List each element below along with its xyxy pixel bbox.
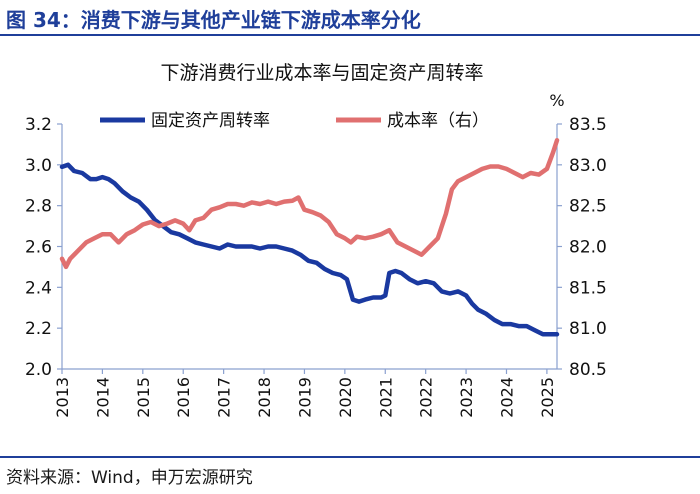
left-axis-tick-label: 2.6	[25, 238, 52, 258]
axes: 2.0 2.2 2.4 2.6 2.8 3.0 3.2 80.5 81.0 81.5 82.0 82.…	[25, 115, 607, 418]
legend: 固定资产周转率 成本率（右）	[100, 111, 489, 131]
left-axis-tick-label: 3.2	[25, 115, 52, 135]
right-axis-tick-label: 83.0	[569, 156, 607, 176]
x-axis-tick-label: 2023	[457, 377, 476, 418]
legend-label-turnover: 固定资产周转率	[151, 111, 270, 131]
chart-title: 下游消费行业成本率与固定资产周转率	[160, 62, 483, 84]
x-axis-tick-label: 2025	[538, 377, 557, 418]
x-axis-tick-label: 2021	[376, 377, 395, 418]
series-line-cost-rate	[59, 138, 560, 270]
left-axis-tick-label: 2.0	[25, 360, 52, 380]
x-axis-tick-label: 2020	[336, 377, 355, 418]
x-axis-tick-label: 2024	[497, 377, 516, 418]
x-axis-tick-label: 2019	[295, 377, 314, 418]
title-divider	[0, 34, 700, 36]
x-axis-tick-label: 2015	[134, 377, 153, 418]
right-axis-tick-label: 83.5	[569, 115, 607, 135]
source-note: 资料来源：Wind，申万宏源研究	[6, 468, 253, 488]
right-axis-tick-label: 82.5	[569, 197, 607, 217]
x-axis-tick-label: 2013	[53, 377, 72, 418]
right-axis-tick-label: 81.0	[569, 319, 607, 339]
left-axis-tick-label: 3.0	[25, 156, 52, 176]
x-axis-tick-label: 2014	[93, 377, 112, 418]
legend-label-cost-rate: 成本率（右）	[387, 111, 489, 131]
series-line-turnover	[59, 162, 560, 337]
x-axis-tick-label: 2017	[215, 377, 234, 418]
right-axis-tick-label: 81.5	[569, 278, 607, 298]
right-axis-tick-label: 82.0	[569, 238, 607, 258]
x-axis-tick-label: 2022	[417, 377, 436, 418]
footer-divider	[0, 456, 700, 458]
right-axis-tick-label: 80.5	[569, 360, 607, 380]
x-axis-tick-label: 2018	[255, 377, 274, 418]
left-axis-tick-label: 2.4	[25, 278, 52, 298]
left-axis-tick-label: 2.2	[25, 319, 52, 339]
figure-title: 图 34：消费下游与其他产业链下游成本率分化	[6, 8, 421, 32]
x-axis-tick-label: 2016	[174, 377, 193, 418]
series-layer	[59, 138, 560, 337]
right-axis-unit: %	[549, 91, 564, 110]
left-axis-tick-label: 2.8	[25, 197, 52, 217]
